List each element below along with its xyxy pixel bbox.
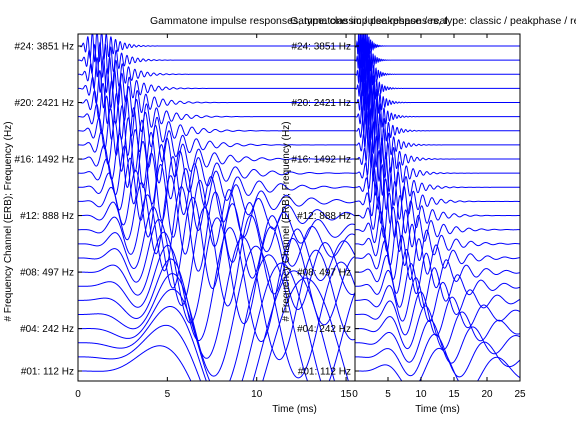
impulse-response-channel-23	[78, 41, 355, 79]
impulse-response-channel-13	[355, 178, 520, 224]
impulse-response-channel-1	[78, 277, 349, 381]
impulse-response-channel-15	[78, 141, 355, 205]
impulse-response-channel-19	[355, 93, 520, 141]
y-tick-label: #01: 112 Hz	[21, 367, 74, 378]
impulse-response-channel-10	[355, 220, 520, 267]
impulse-response-channel-23	[355, 37, 520, 83]
impulse-response-channel-13	[78, 164, 355, 238]
impulse-response-channel-12	[355, 192, 520, 238]
impulse-response-channel-12	[78, 175, 355, 255]
impulse-response-channel-6	[78, 236, 355, 361]
impulse-response-channel-22	[78, 54, 355, 94]
left-chart-title: Gammatone impulse responses, type: class…	[150, 15, 448, 27]
axes-frame	[354, 33, 521, 382]
y-tick-label: #08: 497 Hz	[297, 268, 351, 279]
impulse-response-channel-5	[78, 245, 355, 379]
impulse-response-channel-8	[355, 248, 520, 295]
impulse-response-channel-4	[78, 254, 355, 381]
impulse-response-channel-7	[355, 263, 520, 309]
x-tick-label: 0	[352, 389, 358, 400]
impulse-response-channel-22	[355, 51, 520, 97]
impulse-response-channel-14	[78, 152, 355, 221]
y-tick-label: #16: 1492 Hz	[292, 155, 352, 166]
y-tick-label: #20: 2421 Hz	[15, 98, 75, 109]
impulse-response-channel-14	[355, 164, 520, 210]
x-tick-label: 0	[75, 389, 81, 400]
x-tick-label: 5	[165, 389, 171, 400]
y-tick-label: #12: 888 Hz	[20, 211, 74, 222]
impulse-response-channel-1	[355, 347, 520, 381]
impulse-response-channel-19	[78, 92, 355, 140]
impulse-response-channel-16	[78, 129, 355, 189]
traces	[355, 34, 520, 381]
impulse-response-channel-6	[355, 277, 520, 323]
impulse-response-channel-3	[355, 319, 520, 364]
x-tick-label: 10	[251, 389, 263, 400]
impulse-response-channel-4	[355, 305, 520, 350]
impulse-response-channel-20	[355, 79, 520, 127]
x-tick-label: 5	[385, 389, 391, 400]
x-tick-label: 15	[341, 389, 353, 400]
y-tick-label: #12: 888 Hz	[297, 211, 351, 222]
impulse-response-channel-21	[78, 67, 355, 109]
y-tick-label: #24: 3851 Hz	[292, 42, 352, 53]
y-tick-label: #24: 3851 Hz	[15, 42, 75, 53]
right-axes: #01: 112 Hz #04: 242 Hz #08: 497 Hz #12: 88…	[281, 33, 526, 415]
y-axis-label: # Frequency Channel (ERB); Frequency (Hz…	[281, 121, 292, 321]
x-axis-label: Time (ms)	[415, 404, 460, 415]
y-tick-label: #08: 497 Hz	[20, 268, 74, 279]
x-tick-label: 15	[448, 389, 460, 400]
y-tick-label: #20: 2421 Hz	[292, 98, 352, 109]
impulse-response-channel-15	[355, 150, 520, 196]
right-chart-title: Gammatone impulse responses, type: class…	[290, 15, 576, 27]
x-tick-label: 20	[481, 389, 493, 400]
impulse-response-channel-9	[78, 207, 355, 307]
impulse-response-channel-3	[78, 262, 322, 381]
x-tick-label: 25	[514, 389, 526, 400]
impulse-response-channel-10	[78, 196, 355, 289]
impulse-response-channel-24	[355, 34, 520, 69]
impulse-response-channel-20	[78, 80, 355, 125]
impulse-response-channel-24	[78, 34, 355, 63]
y-tick-label: #01: 112 Hz	[298, 367, 351, 378]
y-axis-label: # Frequency Channel (ERB); Frequency (Hz…	[3, 121, 14, 321]
impulse-response-channel-11	[355, 206, 520, 252]
impulse-response-channel-21	[355, 64, 520, 112]
traces	[78, 34, 355, 381]
x-tick-label: 10	[415, 389, 427, 400]
impulse-response-channel-18	[355, 107, 520, 155]
impulse-response-channel-2	[355, 333, 520, 378]
x-axis-label: Time (ms)	[272, 404, 317, 415]
impulse-response-channel-11	[78, 186, 355, 272]
impulse-response-channel-17	[78, 117, 355, 172]
y-tick-label: #04: 242 Hz	[20, 324, 74, 335]
y-tick-label: #04: 242 Hz	[297, 324, 351, 335]
impulse-response-channel-8	[78, 217, 355, 325]
y-tick-label: #16: 1492 Hz	[15, 155, 75, 166]
impulse-response-channel-2	[78, 270, 336, 381]
impulse-response-channel-5	[355, 291, 520, 336]
